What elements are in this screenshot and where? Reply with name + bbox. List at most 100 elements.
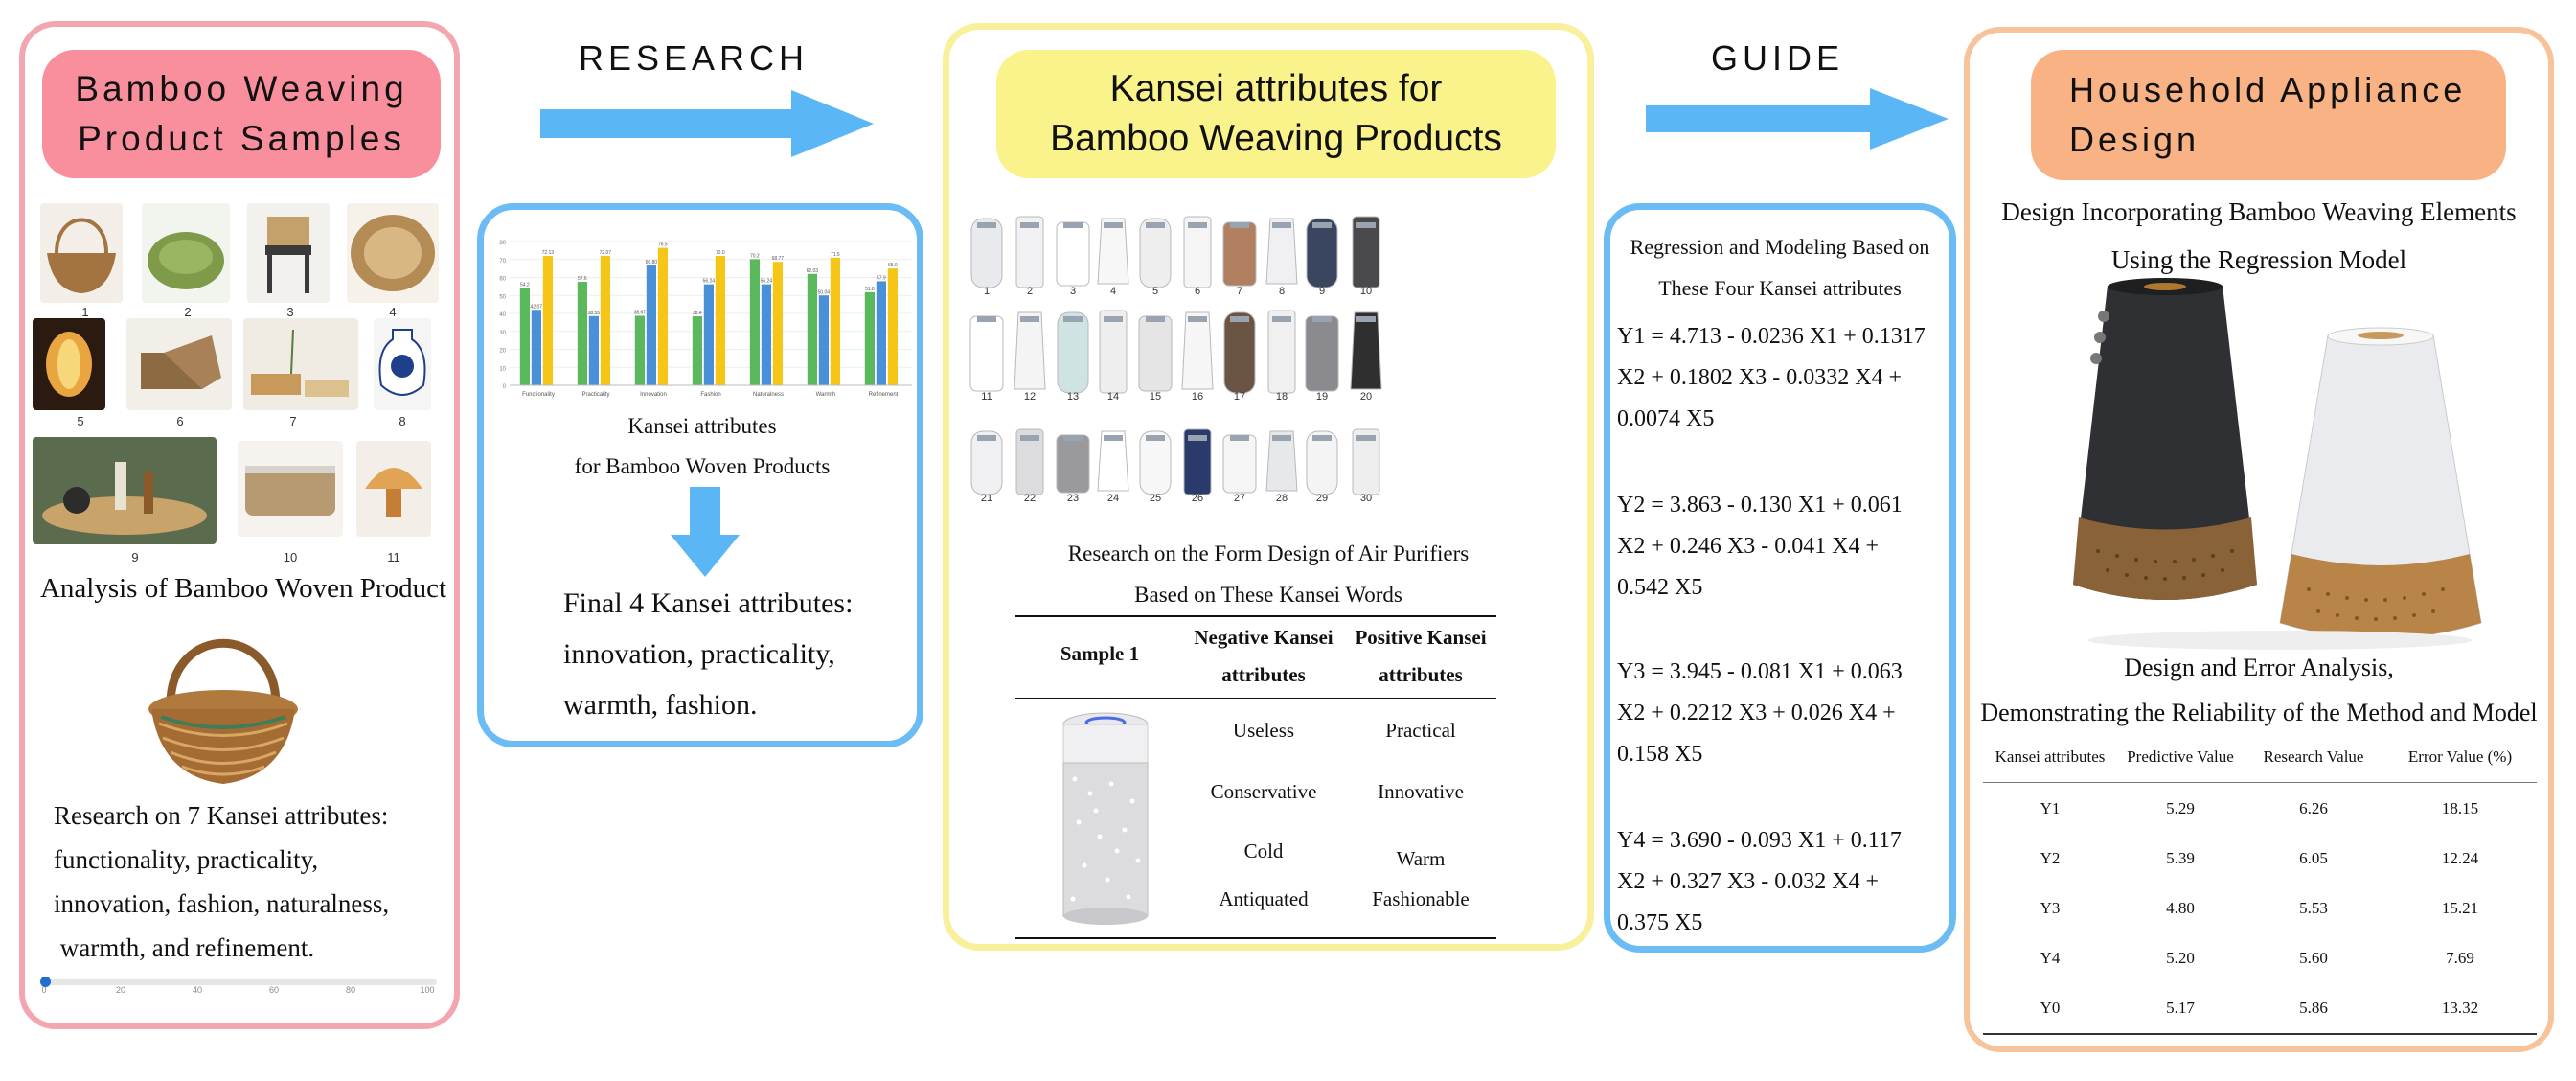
air-purifier-panel xyxy=(943,23,1594,951)
bamboo-sample-image-3 xyxy=(247,203,330,303)
sample-1-purifier-image xyxy=(1062,712,1149,925)
air-purifier-sample-18 xyxy=(1267,310,1296,394)
equation-line: Y2 = 3.863 - 0.130 X1 + 0.061 xyxy=(1617,493,1903,518)
air-purifier-title: Kansei attributes for Bamboo Weaving Pro… xyxy=(996,50,1556,178)
sample-number-label: 1 xyxy=(81,305,89,319)
error-table-header: Predictive Value xyxy=(2127,748,2234,766)
design-subtitle-line2: Using the Regression Model xyxy=(2110,245,2407,274)
chart-bar xyxy=(600,256,610,385)
positive-kansei-word: Warm xyxy=(1396,847,1446,870)
bar-data-label: 76.5 xyxy=(658,242,668,248)
negative-header: Negative Kansei attributes xyxy=(1184,619,1343,694)
household-appliance-title-line1: Household Appliance xyxy=(2069,70,2467,109)
purifier-number-label: 23 xyxy=(1066,493,1080,504)
bamboo-sample-image-10 xyxy=(238,441,343,537)
sample-number-label: 7 xyxy=(289,414,297,428)
slider-tick-label: 60 xyxy=(268,985,279,995)
chart-bar xyxy=(876,281,886,385)
slider-handle[interactable] xyxy=(40,977,51,987)
bar-data-label: 38.67 xyxy=(634,310,647,315)
regression-heading-line1: Regression and Modeling Based on xyxy=(1630,235,1930,259)
y-tick-label: 80 xyxy=(499,241,506,246)
bar-data-label: 66.80 xyxy=(646,260,658,265)
kansei-bar-chart: 0 10 20 30 40 50 60 70 80 54.2 42.07 72.13 Functiona… xyxy=(499,241,912,398)
equation-line: X2 + 0.327 X3 - 0.032 X4 + xyxy=(1617,869,1880,894)
bar-data-label: 71.5 xyxy=(831,252,840,258)
featured-basket-image xyxy=(148,638,298,784)
sample-number-label: 4 xyxy=(389,305,397,319)
chart-bar xyxy=(542,256,553,385)
purifier-number-label: 25 xyxy=(1149,493,1162,504)
bar-data-label: 56.24 xyxy=(761,279,773,285)
equation-line: X2 + 0.2212 X3 + 0.026 X4 + xyxy=(1617,701,1896,725)
air-purifier-sample-19 xyxy=(1305,315,1339,392)
bar-data-label: 65.0 xyxy=(888,263,898,268)
x-tick-label: Functionality xyxy=(522,392,555,398)
air-purifier-sample-9 xyxy=(1306,218,1338,288)
down-arrow-icon xyxy=(671,487,740,577)
slider[interactable]: 0 20 40 60 80 100 xyxy=(40,976,437,999)
bamboo-samples-title: Bamboo Weaving Product Samples xyxy=(42,50,441,178)
final-kansei-line2: innovation, practicality, xyxy=(563,638,835,670)
error-table-cell: Y1 xyxy=(2040,799,2061,817)
bar-data-label: 70.2 xyxy=(750,253,760,259)
bar-data-label: 72.0 xyxy=(716,250,725,256)
slider-track[interactable] xyxy=(44,979,437,985)
purifier-number-label: 19 xyxy=(1315,391,1329,402)
purifier-number-label: 28 xyxy=(1275,493,1288,504)
y-tick-label: 70 xyxy=(499,259,506,264)
slider-tick-label: 100 xyxy=(420,985,435,995)
air-purifier-sample-28 xyxy=(1265,430,1298,492)
chart-caption: Kansei attributes for Bamboo Woven Produ… xyxy=(489,406,916,487)
air-purifier-sample-14 xyxy=(1099,310,1128,394)
x-tick-label: Practicality xyxy=(581,392,609,398)
kansei-research-line2: functionality, practicality, xyxy=(54,845,319,874)
chart-bar xyxy=(749,259,760,385)
chart-bar xyxy=(818,295,829,385)
air-purifier-research-line2: Based on These Kansei Words xyxy=(1134,583,1402,607)
error-table-cell: 5.39 xyxy=(2166,849,2195,867)
purifier-number-label: 8 xyxy=(1278,286,1286,297)
purifier-number-label: 16 xyxy=(1191,391,1204,402)
chart-bar xyxy=(657,247,668,385)
bar-data-label: 56.24 xyxy=(703,279,716,285)
error-table-cell: 5.60 xyxy=(2299,949,2328,967)
bamboo-samples-title-line1: Bamboo Weaving xyxy=(75,69,408,108)
error-analysis-line1: Design and Error Analysis, xyxy=(2124,654,2394,681)
negative-header-line1: Negative Kansei xyxy=(1194,626,1334,649)
purifier-number-label: 1 xyxy=(983,286,991,297)
slider-tick-label: 20 xyxy=(115,985,125,995)
slider-tick-label: 80 xyxy=(345,985,355,995)
bar-data-label: 54.2 xyxy=(520,282,530,288)
purifier-number-label: 15 xyxy=(1149,391,1162,402)
x-tick-label: Refinement xyxy=(869,392,899,398)
purifier-number-label: 13 xyxy=(1066,391,1080,402)
negative-kansei-word: Conservative xyxy=(1210,780,1317,803)
household-appliance-panel xyxy=(1964,27,2554,1052)
kansei-research-line3: innovation, fashion, naturalness, xyxy=(54,889,390,918)
chart-bar xyxy=(577,282,587,385)
chart-bar xyxy=(519,288,530,385)
x-tick-label: Fashion xyxy=(700,392,720,398)
air-purifier-sample-12 xyxy=(1014,311,1046,390)
negative-kansei-word: Useless xyxy=(1232,719,1295,742)
error-table-header: Research Value xyxy=(2263,748,2364,766)
equation-line: X2 + 0.1802 X3 - 0.0332 X4 + xyxy=(1617,365,1903,390)
equation-line: Y4 = 3.690 - 0.093 X1 + 0.117 xyxy=(1617,828,1902,853)
error-table-cell: 6.26 xyxy=(2299,799,2328,817)
equation-line: Y1 = 4.713 - 0.0236 X1 + 0.1317 xyxy=(1617,324,1926,349)
bar-data-label: 72.13 xyxy=(542,250,555,256)
air-purifier-sample-23 xyxy=(1056,434,1090,494)
error-table-cell: 15.21 xyxy=(2441,899,2479,917)
purifier-number-label: 2 xyxy=(1026,286,1034,297)
error-table-cell: 5.29 xyxy=(2166,799,2195,817)
error-table-cell: Y2 xyxy=(2040,849,2061,867)
air-purifier-sample-5 xyxy=(1139,218,1172,288)
bamboo-appliance-render xyxy=(2073,278,2482,650)
error-table-cell: 5.20 xyxy=(2166,949,2195,967)
household-appliance-title-line2: Design xyxy=(2069,120,2200,159)
chart-caption-line1: Kansei attributes xyxy=(627,414,777,438)
purifier-number-label: 22 xyxy=(1023,493,1037,504)
regression-panel xyxy=(1604,203,1956,953)
regression-equation-y4: Y4 = 3.690 - 0.093 X1 + 0.117 X2 + 0.327 … xyxy=(1617,820,1943,944)
